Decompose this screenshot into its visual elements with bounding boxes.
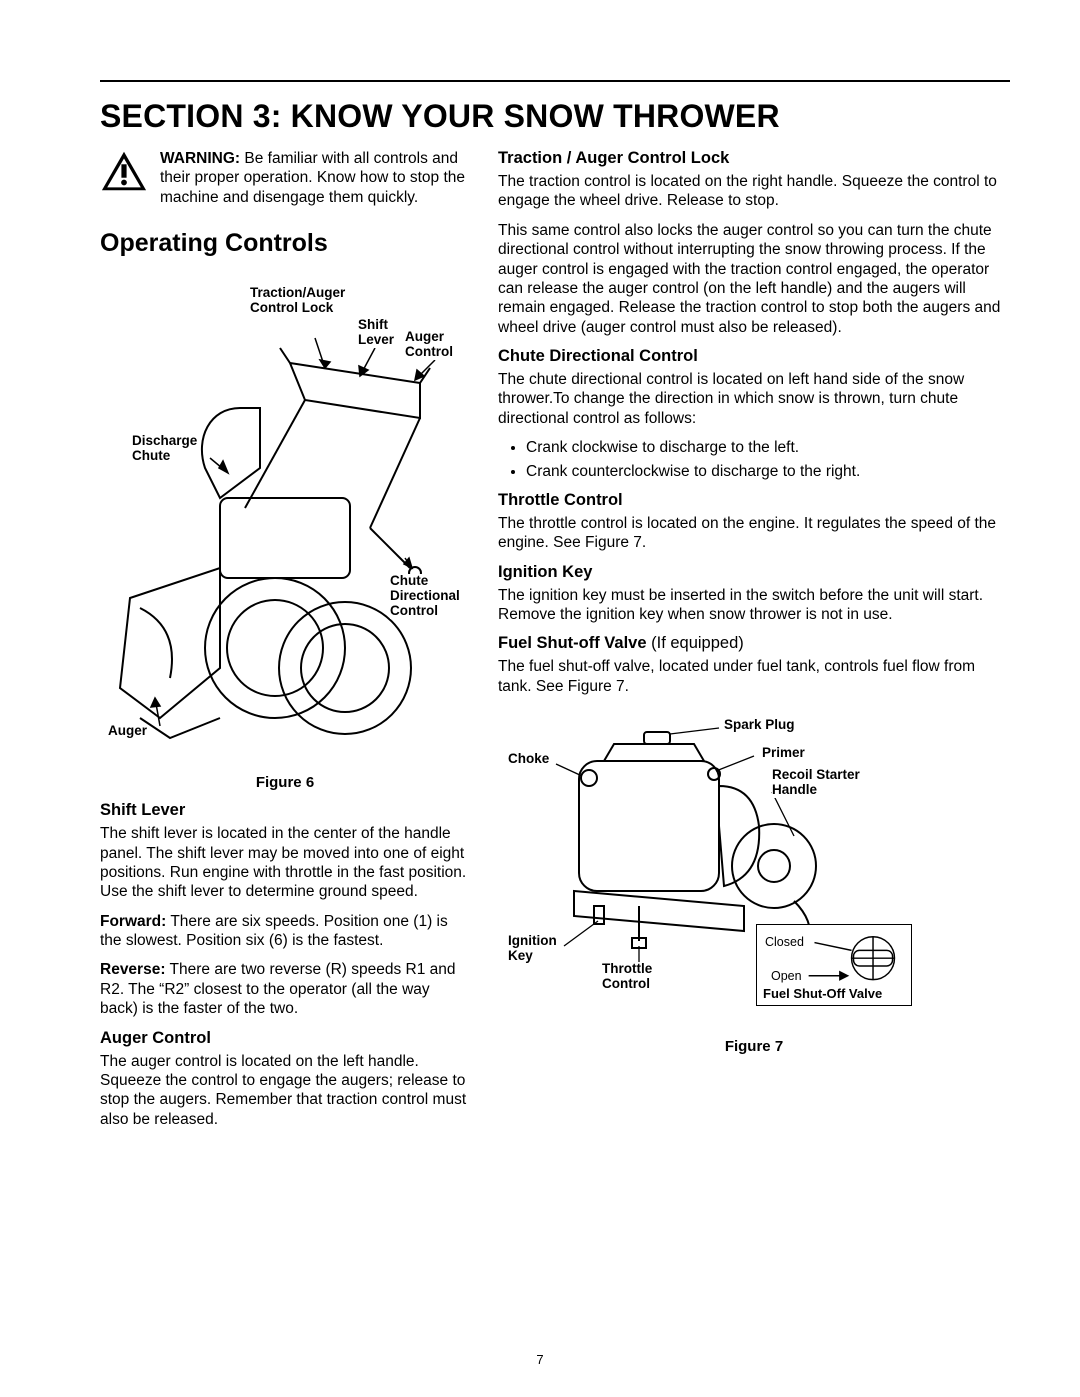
shift-lever-p3: Reverse: There are two reverse (R) speed… [100, 960, 470, 1018]
traction-lock-p1: The traction control is located on the r… [498, 172, 1010, 211]
fig6-label-auger: Auger [108, 724, 147, 739]
page-number: 7 [0, 1352, 1080, 1367]
figure6-diagram: Traction/Auger Control Lock Shift Lever … [100, 268, 470, 768]
ignition-p: The ignition key must be inserted in the… [498, 586, 1010, 625]
fig7-label-choke: Choke [508, 752, 549, 767]
figure7-caption: Figure 7 [498, 1038, 1010, 1055]
warning-text: WARNING: Be familiar with all controls a… [160, 149, 470, 207]
shift-lever-p2: Forward: There are six speeds. Position … [100, 912, 470, 951]
auger-control-heading: Auger Control [100, 1029, 470, 1048]
fig7-label-recoil: Recoil Starter Handle [772, 768, 860, 798]
shift-lever-p1: The shift lever is located in the center… [100, 824, 470, 902]
fuel-valve-heading: Fuel Shut-off Valve (If equipped) [498, 634, 1010, 653]
warning-label: WARNING: [160, 150, 240, 167]
fuel-valve-qualifier: (If equipped) [647, 634, 744, 652]
traction-lock-heading: Traction / Auger Control Lock [498, 149, 1010, 168]
chute-dir-bullet-2: Crank counterclockwise to discharge to t… [526, 462, 1010, 481]
warning-block: WARNING: Be familiar with all controls a… [100, 149, 470, 207]
section-title: SECTION 3: KNOW YOUR SNOW THROWER [100, 98, 1010, 135]
ignition-heading: Ignition Key [498, 563, 1010, 582]
fig6-label-auger-control: Auger Control [405, 330, 453, 360]
two-column-layout: WARNING: Be familiar with all controls a… [100, 149, 1010, 1139]
reverse-label: Reverse: [100, 961, 166, 978]
shift-lever-heading: Shift Lever [100, 801, 470, 820]
fig6-label-traction-lock: Traction/Auger Control Lock [250, 286, 345, 316]
forward-label: Forward: [100, 913, 166, 930]
fuel-valve-head-text: Fuel Shut-off Valve [498, 634, 647, 652]
chute-dir-heading: Chute Directional Control [498, 347, 1010, 366]
fig7-valve-inset: Closed Open Fuel Shut-Off Valve [756, 924, 912, 1006]
fig6-label-chute-directional: Chute Directional Control [390, 574, 460, 619]
throttle-p: The throttle control is located on the e… [498, 514, 1010, 553]
fig7-label-primer: Primer [762, 746, 805, 761]
horizontal-rule [100, 80, 1010, 82]
fig7-label-ignition-key: Ignition Key [508, 934, 557, 964]
chute-dir-p: The chute directional control is located… [498, 370, 1010, 428]
fig6-label-shift-lever: Shift Lever [358, 318, 394, 348]
auger-control-p: The auger control is located on the left… [100, 1052, 470, 1130]
figure6-caption: Figure 6 [100, 774, 470, 791]
fig7-label-spark-plug: Spark Plug [724, 718, 795, 733]
fig7-inset-closed: Closed [765, 935, 804, 949]
left-column: WARNING: Be familiar with all controls a… [100, 149, 470, 1139]
traction-lock-p2: This same control also locks the auger c… [498, 221, 1010, 337]
fig6-label-discharge-chute: Discharge Chute [132, 434, 197, 464]
chute-dir-bullets: Crank clockwise to discharge to the left… [498, 438, 1010, 481]
fig7-inset-open: Open [771, 969, 802, 983]
warning-triangle-icon [100, 149, 148, 207]
chute-dir-bullet-1: Crank clockwise to discharge to the left… [526, 438, 1010, 457]
fig7-label-throttle: Throttle Control [602, 962, 652, 992]
fuel-valve-p: The fuel shut-off valve, located under f… [498, 657, 1010, 696]
fig7-inset-caption: Fuel Shut-Off Valve [763, 987, 882, 1001]
figure7-diagram: Spark Plug Primer Recoil Starter Handle … [494, 706, 914, 1036]
right-column: Traction / Auger Control Lock The tracti… [498, 149, 1010, 1139]
operating-controls-heading: Operating Controls [100, 229, 470, 258]
throttle-heading: Throttle Control [498, 491, 1010, 510]
